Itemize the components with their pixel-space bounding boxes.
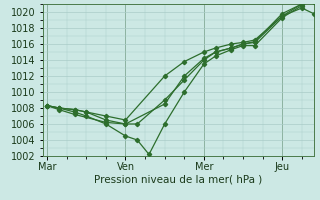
X-axis label: Pression niveau de la mer( hPa ): Pression niveau de la mer( hPa )	[94, 174, 262, 184]
